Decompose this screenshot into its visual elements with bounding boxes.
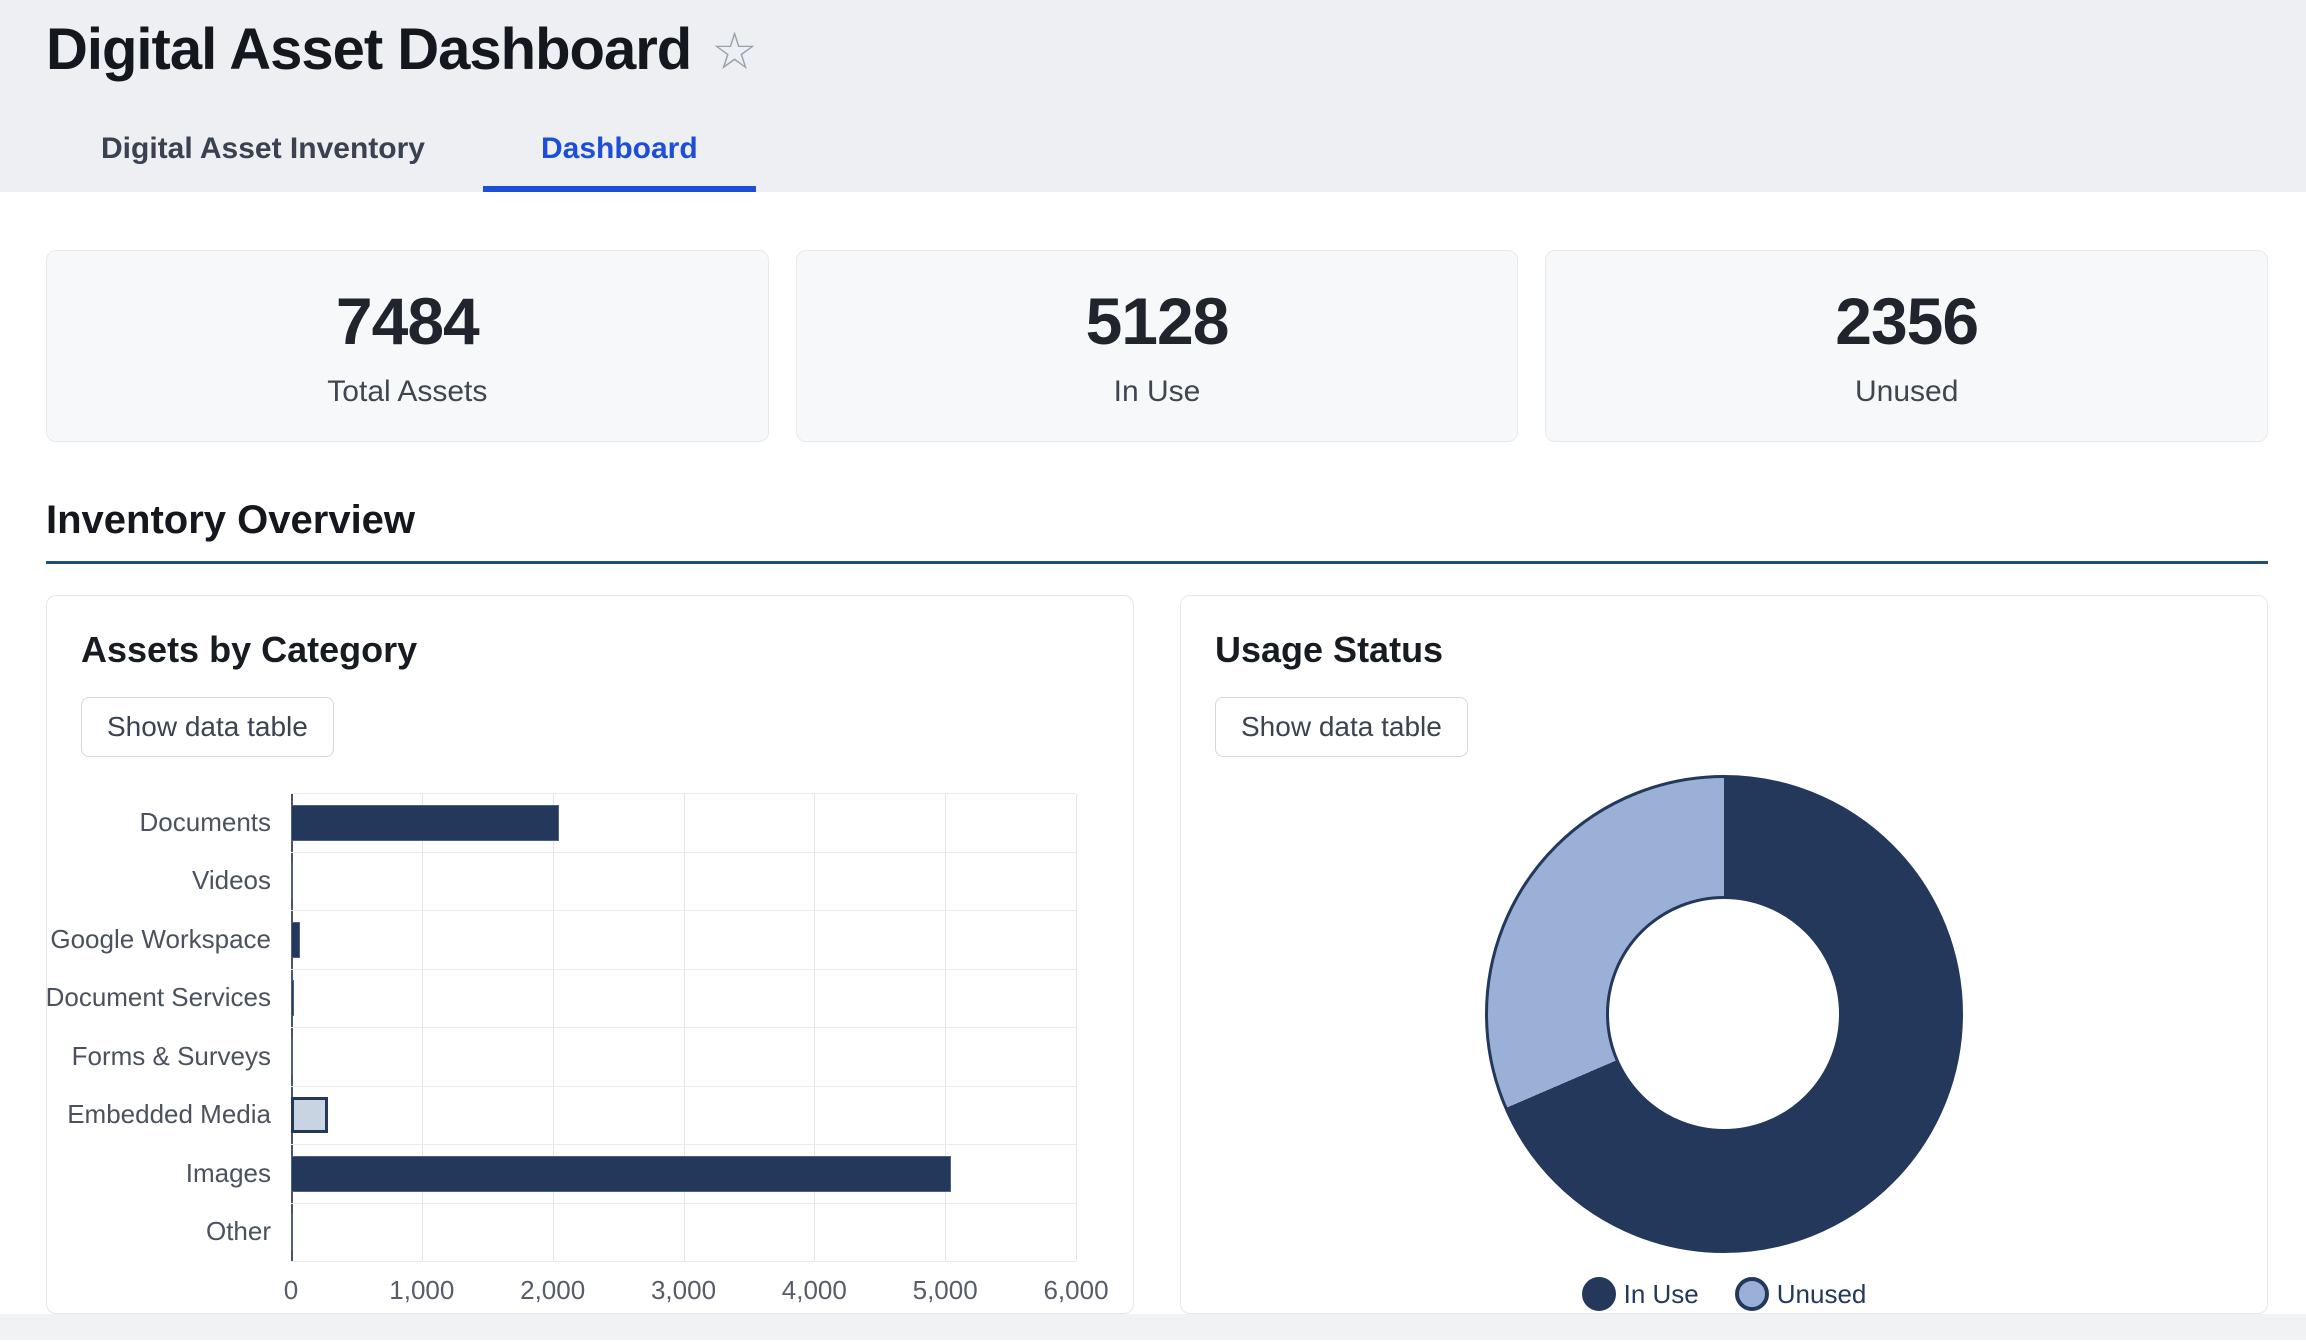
page-header: Digital Asset Dashboard ☆ Digital Asset … bbox=[0, 0, 2306, 192]
bar-videos bbox=[291, 863, 293, 900]
donut-legend: In Use Unused bbox=[1215, 1277, 2233, 1311]
panel-usage-status: Usage Status Show data table In Use Unuse… bbox=[1180, 595, 2268, 1314]
panel-assets-by-category: Assets by Category Show data table Docum… bbox=[46, 595, 1134, 1314]
stat-card-in-use: 5128 In Use bbox=[795, 250, 1519, 442]
bar-chart: Documents Videos Google Workspace Document … bbox=[45, 793, 1109, 1307]
bar-category-label: Embedded Media bbox=[67, 1099, 271, 1130]
legend-label: In Use bbox=[1623, 1278, 1699, 1309]
x-tick-label: 2,000 bbox=[520, 1275, 586, 1305]
legend-item-in-use: In Use bbox=[1581, 1277, 1699, 1311]
bar-category-label: Videos bbox=[191, 865, 271, 896]
bar-category-label: Google Workspace bbox=[50, 923, 271, 954]
stat-card-unused: 2356 Unused bbox=[1545, 250, 2269, 442]
bar-category-labels: Documents Videos Google Workspace Document … bbox=[45, 793, 291, 1261]
x-tick-label: 0 bbox=[283, 1275, 299, 1305]
bar-forms-surveys bbox=[291, 1038, 293, 1075]
bar-google-workspace bbox=[291, 921, 300, 958]
bar-row bbox=[291, 1087, 1076, 1145]
section-divider bbox=[46, 561, 2268, 564]
bar-other bbox=[291, 1214, 293, 1251]
tab-dashboard[interactable]: Dashboard bbox=[482, 114, 756, 192]
bar-plot-area bbox=[291, 793, 1077, 1262]
x-tick-label: 5,000 bbox=[912, 1275, 978, 1305]
favorite-star-icon[interactable]: ☆ bbox=[711, 22, 758, 81]
stat-card-total-assets: 7484 Total Assets bbox=[46, 250, 769, 442]
panel-title: Assets by Category bbox=[81, 629, 418, 670]
bar-row bbox=[291, 1145, 1076, 1204]
legend-item-unused: Unused bbox=[1734, 1277, 1867, 1311]
bar-row bbox=[291, 911, 1076, 970]
page-title: Digital Asset Dashboard bbox=[46, 17, 692, 82]
bar-row bbox=[291, 970, 1076, 1028]
donut-hole bbox=[1606, 896, 1842, 1132]
stats-row: 7484 Total Assets 5128 In Use 2356 Unuse… bbox=[46, 250, 2269, 442]
x-tick-label: 4,000 bbox=[781, 1275, 847, 1305]
stat-value: 5128 bbox=[1085, 284, 1230, 358]
legend-swatch-icon bbox=[1581, 1277, 1616, 1311]
bar-row bbox=[291, 1028, 1076, 1087]
tab-digital-asset-inventory[interactable]: Digital Asset Inventory bbox=[101, 132, 425, 165]
bar-category-label: Forms & Surveys bbox=[71, 1040, 271, 1071]
stat-label: Total Assets bbox=[327, 375, 488, 408]
bar-row bbox=[291, 1204, 1076, 1262]
legend-swatch-icon bbox=[1734, 1277, 1769, 1311]
bar-embedded-media bbox=[291, 1097, 328, 1134]
bar-category-label: Images bbox=[185, 1157, 271, 1188]
show-data-table-button[interactable]: Show data table bbox=[1215, 697, 1468, 757]
bar-category-label: Other bbox=[205, 1216, 271, 1247]
bar-documents bbox=[291, 804, 560, 841]
gridline bbox=[1076, 794, 1077, 1261]
legend-label: Unused bbox=[1776, 1278, 1867, 1309]
stat-value: 2356 bbox=[1835, 284, 1979, 358]
bar-x-axis: 0 1,000 2,000 3,000 4,000 5,000 6,000 bbox=[284, 1261, 1109, 1307]
stat-label: Unused bbox=[1854, 375, 1959, 408]
bar-row bbox=[291, 853, 1076, 911]
x-tick-label: 1,000 bbox=[389, 1275, 455, 1305]
bar-row bbox=[291, 794, 1076, 853]
bar-document-services bbox=[291, 980, 294, 1017]
bar-images bbox=[291, 1155, 952, 1192]
show-data-table-button[interactable]: Show data table bbox=[81, 697, 334, 757]
section-title-inventory-overview: Inventory Overview bbox=[46, 498, 416, 542]
stat-value: 7484 bbox=[335, 284, 480, 358]
charts-row: Assets by Category Show data table Docum… bbox=[46, 595, 2268, 1314]
stat-label: In Use bbox=[1113, 375, 1201, 408]
tab-bar: Digital Asset Inventory Dashboard bbox=[43, 114, 2306, 192]
x-tick-label: 6,000 bbox=[1043, 1275, 1109, 1305]
page-bottom-band bbox=[0, 1314, 2306, 1340]
donut-chart bbox=[1485, 775, 1963, 1253]
main-content: 7484 Total Assets 5128 In Use 2356 Unuse… bbox=[0, 250, 2306, 1314]
title-row: Digital Asset Dashboard ☆ bbox=[46, 16, 2306, 83]
panel-title: Usage Status bbox=[1215, 629, 1444, 670]
bar-category-label: Documents bbox=[139, 806, 272, 837]
donut-chart-wrap bbox=[1215, 775, 2233, 1253]
bar-category-label: Document Services bbox=[45, 982, 271, 1013]
x-tick-label: 3,000 bbox=[650, 1275, 717, 1305]
